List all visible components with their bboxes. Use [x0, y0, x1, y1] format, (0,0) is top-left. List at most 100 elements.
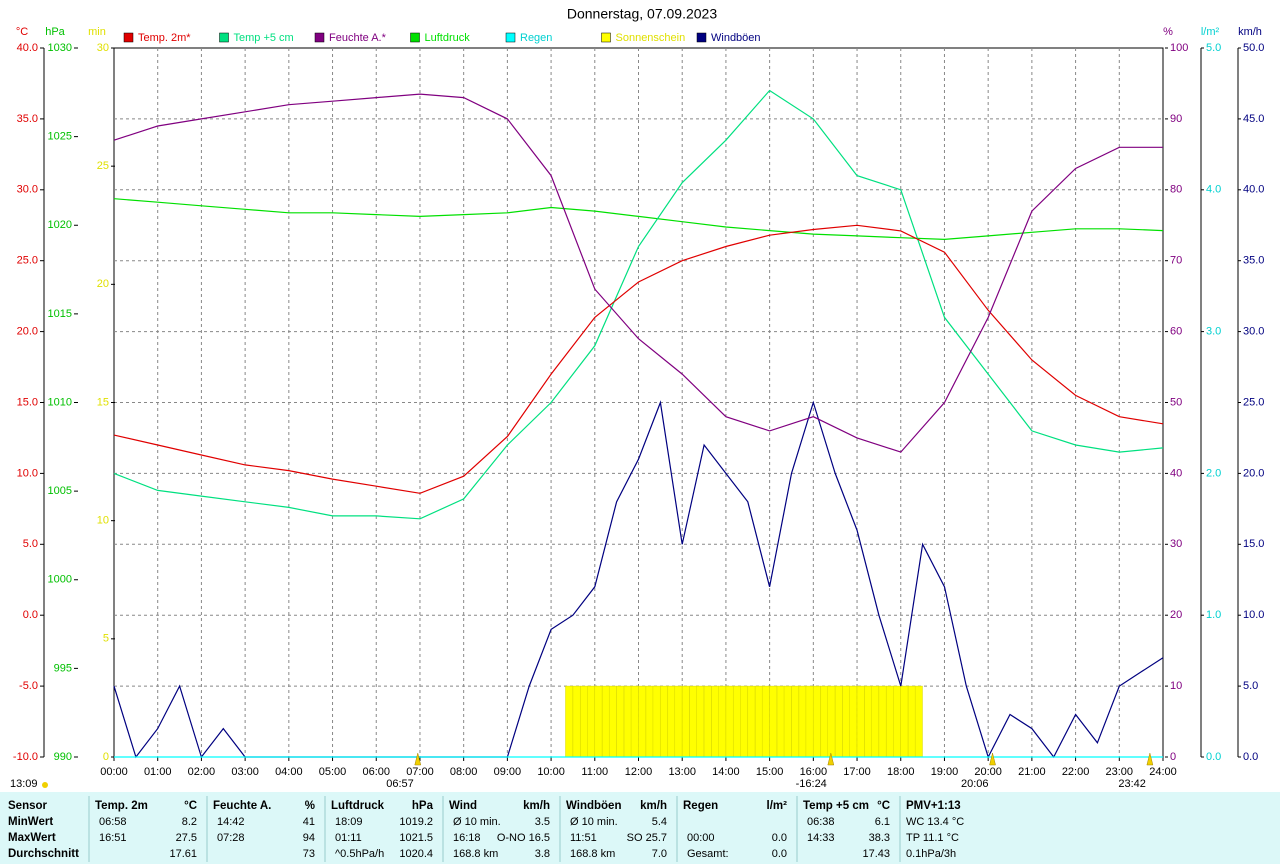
y-tick-label: 20.0 [1243, 467, 1264, 479]
y-tick-label: 0 [103, 751, 109, 763]
sunshine-bar [783, 685, 792, 758]
table-cell: 0.1hPa/3h [906, 848, 956, 860]
legend-swatch [219, 32, 229, 43]
table-unit: km/h [640, 800, 667, 812]
table-cell: 41 [303, 816, 315, 828]
table-cell: 11:51 [570, 832, 597, 844]
y-tick-label: 0.0 [23, 609, 38, 621]
y-tick-label: 1030 [48, 42, 72, 54]
y-tick-label: 25.0 [17, 255, 38, 267]
sunshine-bar [565, 685, 574, 758]
table-cell: 1020.4 [399, 848, 433, 860]
y-tick-label: 1.0 [1206, 609, 1221, 621]
y-tick-label: 995 [54, 662, 72, 674]
table-header: Sensor [8, 800, 48, 812]
table-cell: 94 [303, 832, 315, 844]
axis-title: l/m² [1201, 26, 1220, 38]
time-marker [827, 752, 835, 766]
sunshine-bar [754, 685, 763, 758]
sunshine-bar [805, 685, 814, 758]
y-tick-label: 5.0 [1206, 42, 1221, 54]
sunshine-bar [820, 685, 829, 758]
table-cell: 168.8 km [570, 848, 615, 860]
y-tick-label: 1005 [48, 485, 72, 497]
series-line [113, 224, 1164, 494]
y-tick-label: 10.0 [17, 467, 38, 479]
y-tick-label: 90 [1170, 113, 1182, 125]
table-cell: 8.2 [182, 816, 197, 828]
table-cell: 18:09 [335, 816, 363, 828]
y-tick-label: 3.0 [1206, 326, 1221, 338]
table-header: Wind [449, 800, 477, 812]
series-line [113, 93, 1163, 453]
sunshine-bar [864, 685, 873, 758]
time-marker [414, 752, 422, 766]
x-tick-label: 24:00 [1149, 766, 1177, 778]
sunshine-bar [893, 685, 901, 758]
legend-label: Temp +5 cm [234, 32, 294, 44]
x-tick-label: 07:00 [406, 766, 434, 778]
sunshine-bar [747, 685, 756, 758]
sunshine-bar [886, 685, 894, 758]
axis-title: km/h [1238, 26, 1262, 38]
table-header: Windböen [566, 800, 621, 812]
row-label: MinWert [8, 816, 53, 828]
time-marker-label: 20:06 [961, 778, 989, 790]
legend-swatch [410, 32, 420, 43]
y-tick-label: 30 [1170, 538, 1182, 550]
y-tick-label: 50 [1170, 396, 1182, 408]
time-marker [989, 752, 996, 766]
sunshine-bar [791, 685, 800, 758]
x-tick-label: 17:00 [843, 766, 871, 778]
sunshine-bar [856, 685, 865, 758]
legend-swatch [696, 32, 707, 43]
row-label: Durchschnitt [8, 848, 79, 860]
sunshine-bar [652, 685, 661, 758]
table-unit: % [305, 800, 315, 812]
sunshine-bar [798, 685, 807, 758]
sunshine-bar [696, 685, 705, 758]
sunshine-bar [703, 685, 712, 758]
sunshine-bar [608, 685, 617, 758]
y-tick-label: 2.0 [1206, 467, 1221, 479]
sunshine-bar [718, 685, 727, 758]
y-tick-label: 5.0 [1243, 680, 1258, 692]
sunshine-bar [907, 685, 916, 758]
x-tick-label: 18:00 [887, 766, 915, 778]
y-tick-label: 1020 [48, 219, 72, 231]
y-tick-label: 1025 [48, 131, 72, 143]
left-marker-label: 13:09 [10, 778, 38, 790]
sunshine-bar [740, 685, 748, 758]
y-tick-label: 5 [103, 633, 109, 645]
y-tick-label: 1010 [48, 396, 72, 408]
sunshine-bar [769, 685, 778, 758]
time-marker-label: 06:57 [386, 778, 414, 790]
sunshine-bar [674, 685, 683, 758]
sunshine-bar [601, 685, 610, 758]
x-tick-label: 05:00 [319, 766, 347, 778]
y-tick-label: 25.0 [1243, 396, 1264, 408]
y-tick-label: 5.0 [23, 538, 38, 550]
table-cell: WC 13.4 °C [906, 816, 964, 828]
table-cell: Ø 10 min. [570, 816, 618, 828]
x-tick-label: 03:00 [231, 766, 259, 778]
x-tick-label: 20:00 [974, 766, 1002, 778]
sunshine-bar [623, 685, 632, 758]
y-tick-label: 25 [97, 160, 109, 172]
table-cell: 06:38 [807, 816, 835, 828]
sunshine-bar [776, 685, 785, 758]
sunshine-bar [711, 685, 720, 758]
table-cell: 16:51 [99, 832, 127, 844]
y-tick-label: 20.0 [17, 326, 38, 338]
table-unit: hPa [412, 800, 434, 812]
sunshine-bar [681, 685, 690, 758]
time-marker-label: -16:24 [796, 778, 827, 790]
sunshine-bar [630, 685, 639, 758]
table-unit: l/m² [767, 800, 788, 812]
sunshine-bar [587, 685, 595, 758]
sunshine-bar [725, 685, 734, 758]
sunshine-bar [842, 685, 851, 758]
sunshine-bar [645, 685, 654, 758]
x-tick-label: 23:00 [1106, 766, 1134, 778]
legend-label: Feuchte A.* [329, 32, 387, 44]
